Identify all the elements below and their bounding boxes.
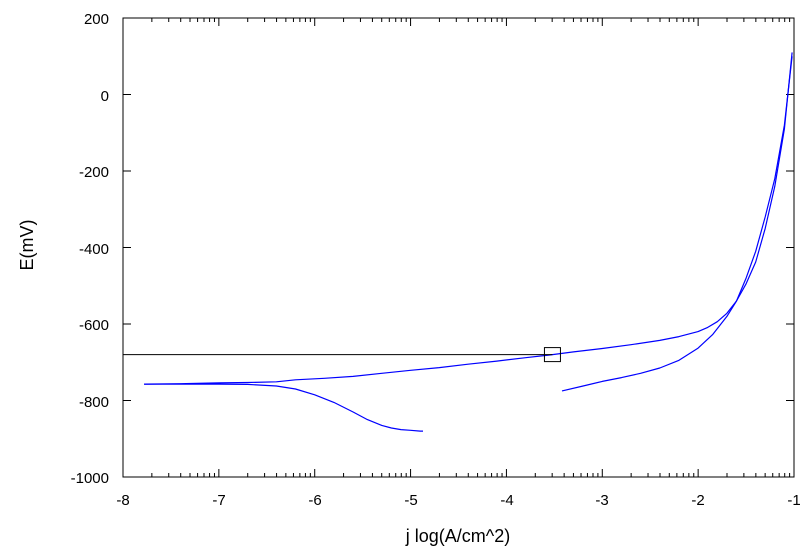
plot-frame [122, 17, 795, 478]
x-tick-label: -1 [787, 492, 800, 509]
series-line-1 [144, 383, 423, 432]
x-tick-label: -6 [308, 492, 321, 509]
y-tick-label: 200 [84, 11, 109, 28]
series-line-3 [561, 56, 793, 392]
x-tick-label: -2 [691, 492, 704, 509]
x-tick-labels: -8 -7 -6 -5 -4 -3 -2 -1 [116, 492, 800, 509]
x-axis-title: j log(A/cm^2) [405, 526, 510, 546]
x-tick-label: -4 [500, 492, 513, 509]
y-tick-labels: -1000 -800 -600 -400 -200 0 200 [71, 11, 109, 487]
series-line-2 [144, 52, 793, 385]
y-axis-title: E(mV) [17, 220, 37, 271]
x-tick-label: -5 [404, 492, 417, 509]
y-tick-label: -600 [79, 317, 109, 334]
y-tick-label: -200 [79, 164, 109, 181]
x-tick-label: -7 [212, 492, 225, 509]
x-tick-label: -8 [116, 492, 129, 509]
intersection-marker [543, 347, 561, 363]
y-tick-label: 0 [101, 88, 109, 105]
x-tick-label: -3 [595, 492, 608, 509]
y-tick-label: -1000 [71, 470, 109, 487]
y-tick-label: -800 [79, 394, 109, 411]
y-tick-label: -400 [79, 241, 109, 258]
